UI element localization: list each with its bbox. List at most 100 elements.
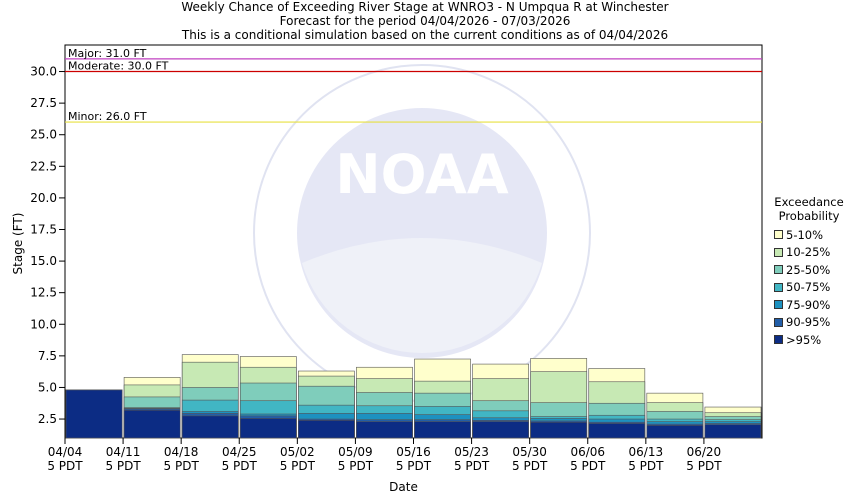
legend-item: 90-95% xyxy=(768,314,850,332)
legend-title-line2: Probability xyxy=(778,209,840,223)
legend-item: >95% xyxy=(768,331,850,349)
x-tick-label-date: 04/04 xyxy=(48,445,83,459)
week-bar-05-30 xyxy=(530,358,588,439)
bars-layer xyxy=(65,354,762,439)
legend-swatch xyxy=(774,317,783,327)
chart-title-block: Weekly Chance of Exceeding River Stage a… xyxy=(0,0,850,42)
y-tick-label: 15.0 xyxy=(30,254,57,268)
legend-label: 75-90% xyxy=(786,297,831,312)
noaa-watermark-logo: NOAA xyxy=(253,64,591,402)
bar-segment-95 xyxy=(414,421,471,439)
y-tick-label: 27.5 xyxy=(30,96,57,110)
watermark-wave xyxy=(302,238,542,354)
week-bar-05-16 xyxy=(414,358,471,439)
y-tick-label: 17.5 xyxy=(30,222,57,236)
x-tick-label-tz: 5 PDT xyxy=(280,459,316,473)
legend-label: 25-50% xyxy=(786,262,831,277)
bar-segment-95 xyxy=(646,425,704,439)
x-tick-label-tz: 5 PDT xyxy=(47,459,83,473)
threshold-label-1: Moderate: 30.0 FT xyxy=(68,60,169,73)
legend-item: 25-50% xyxy=(768,261,850,279)
x-tick-label-date: 04/18 xyxy=(164,445,199,459)
x-axis-title: Date xyxy=(389,480,418,494)
x-tick-label-date: 05/02 xyxy=(280,445,315,459)
x-tick-label-tz: 5 PDT xyxy=(105,459,141,473)
legend-swatch xyxy=(774,300,783,310)
legend-label: 10-25% xyxy=(786,245,831,260)
week-bar-06-06 xyxy=(588,368,646,439)
bar-segment-95 xyxy=(588,423,646,439)
axes: 2.5 5.0 7.5 10.0 12.5 15.0 17.5 20.0 22.5 25.0 27.… xyxy=(11,65,722,494)
y-tick-label: 7.5 xyxy=(38,349,57,363)
legend-title: Exceedance Probability xyxy=(768,195,850,223)
bar-segment-95 xyxy=(239,418,297,439)
legend-swatch xyxy=(774,282,783,292)
x-tick-label-tz: 5 PDT xyxy=(512,459,548,473)
x-tick-label-date: 05/23 xyxy=(454,445,489,459)
x-tick-label-date: 06/06 xyxy=(570,445,605,459)
x-tick-label-tz: 5 PDT xyxy=(338,459,374,473)
week-bar-04-18 xyxy=(181,354,239,439)
week-bar-05-23 xyxy=(472,363,529,439)
bar-segment-95 xyxy=(530,421,588,439)
week-bar-06-20 xyxy=(704,406,762,439)
y-tick-label: 20.0 xyxy=(30,191,57,205)
x-tick-label-date: 06/20 xyxy=(687,445,722,459)
legend-swatch xyxy=(774,247,783,257)
watermark-letters: NOAA xyxy=(335,143,508,206)
x-tick-label-tz: 5 PDT xyxy=(454,459,490,473)
bar-segment-95 xyxy=(298,420,355,439)
bar-segment-95 xyxy=(181,415,239,439)
legend-swatch xyxy=(774,230,783,240)
y-tick-label: 5.0 xyxy=(38,380,57,394)
y-tick-label: 2.5 xyxy=(38,412,57,426)
bar-segment-95 xyxy=(472,421,529,439)
legend-label: 5-10% xyxy=(786,227,824,242)
x-tick-label-tz: 5 PDT xyxy=(570,459,606,473)
x-tick-label-tz: 5 PDT xyxy=(222,459,258,473)
x-tick-label-tz: 5 PDT xyxy=(396,459,432,473)
bar-segment-95 xyxy=(356,421,413,439)
week-bar-04-11 xyxy=(123,377,181,439)
week-bar-04-25 xyxy=(239,356,297,439)
bar-segment-95 xyxy=(704,424,762,439)
x-tick-label-date: 06/13 xyxy=(629,445,664,459)
legend-items: 5-10% 10-25% 25-50% 50-75% 75-90% 90-95% >95% xyxy=(768,226,850,349)
legend-item: 10-25% xyxy=(768,244,850,262)
x-tick-label-date: 04/11 xyxy=(106,445,141,459)
threshold-label-2: Minor: 26.0 FT xyxy=(68,110,147,123)
x-tick-label-tz: 5 PDT xyxy=(628,459,664,473)
threshold-label-0: Major: 31.0 FT xyxy=(68,47,147,60)
week-bar-05-09 xyxy=(356,366,413,439)
legend-title-line1: Exceedance xyxy=(774,195,844,209)
legend: Exceedance Probability 5-10% 10-25% 25-50%… xyxy=(768,195,850,349)
y-tick-label: 22.5 xyxy=(30,159,57,173)
chart-note: This is a conditional simulation based o… xyxy=(181,28,669,42)
legend-label: 50-75% xyxy=(786,280,831,295)
x-tick-label-date: 05/09 xyxy=(338,445,373,459)
y-tick-label: 30.0 xyxy=(30,65,57,79)
bar-segment-95 xyxy=(123,409,181,439)
y-tick-label: 10.0 xyxy=(30,317,57,331)
legend-swatch xyxy=(774,335,783,345)
y-axis-title: Stage (FT) xyxy=(11,213,25,275)
week-bar-06-13 xyxy=(646,392,704,439)
x-tick-label-tz: 5 PDT xyxy=(686,459,722,473)
chart-subtitle: Forecast for the period 04/04/2026 - 07/… xyxy=(279,14,571,28)
legend-item: 5-10% xyxy=(768,226,850,244)
legend-label: 90-95% xyxy=(786,315,831,330)
x-tick-label-tz: 5 PDT xyxy=(164,459,200,473)
x-tick-label-date: 05/16 xyxy=(396,445,431,459)
week-bar-04-04 xyxy=(65,389,123,439)
legend-swatch xyxy=(774,265,783,275)
legend-label: >95% xyxy=(786,332,822,347)
bar-segment-95 xyxy=(65,389,123,439)
legend-item: 75-90% xyxy=(768,296,850,314)
x-tick-label-date: 04/25 xyxy=(222,445,257,459)
y-tick-label: 25.0 xyxy=(30,128,57,142)
x-tick-label-date: 05/30 xyxy=(512,445,547,459)
week-bar-05-02 xyxy=(298,370,355,439)
legend-item: 50-75% xyxy=(768,279,850,297)
